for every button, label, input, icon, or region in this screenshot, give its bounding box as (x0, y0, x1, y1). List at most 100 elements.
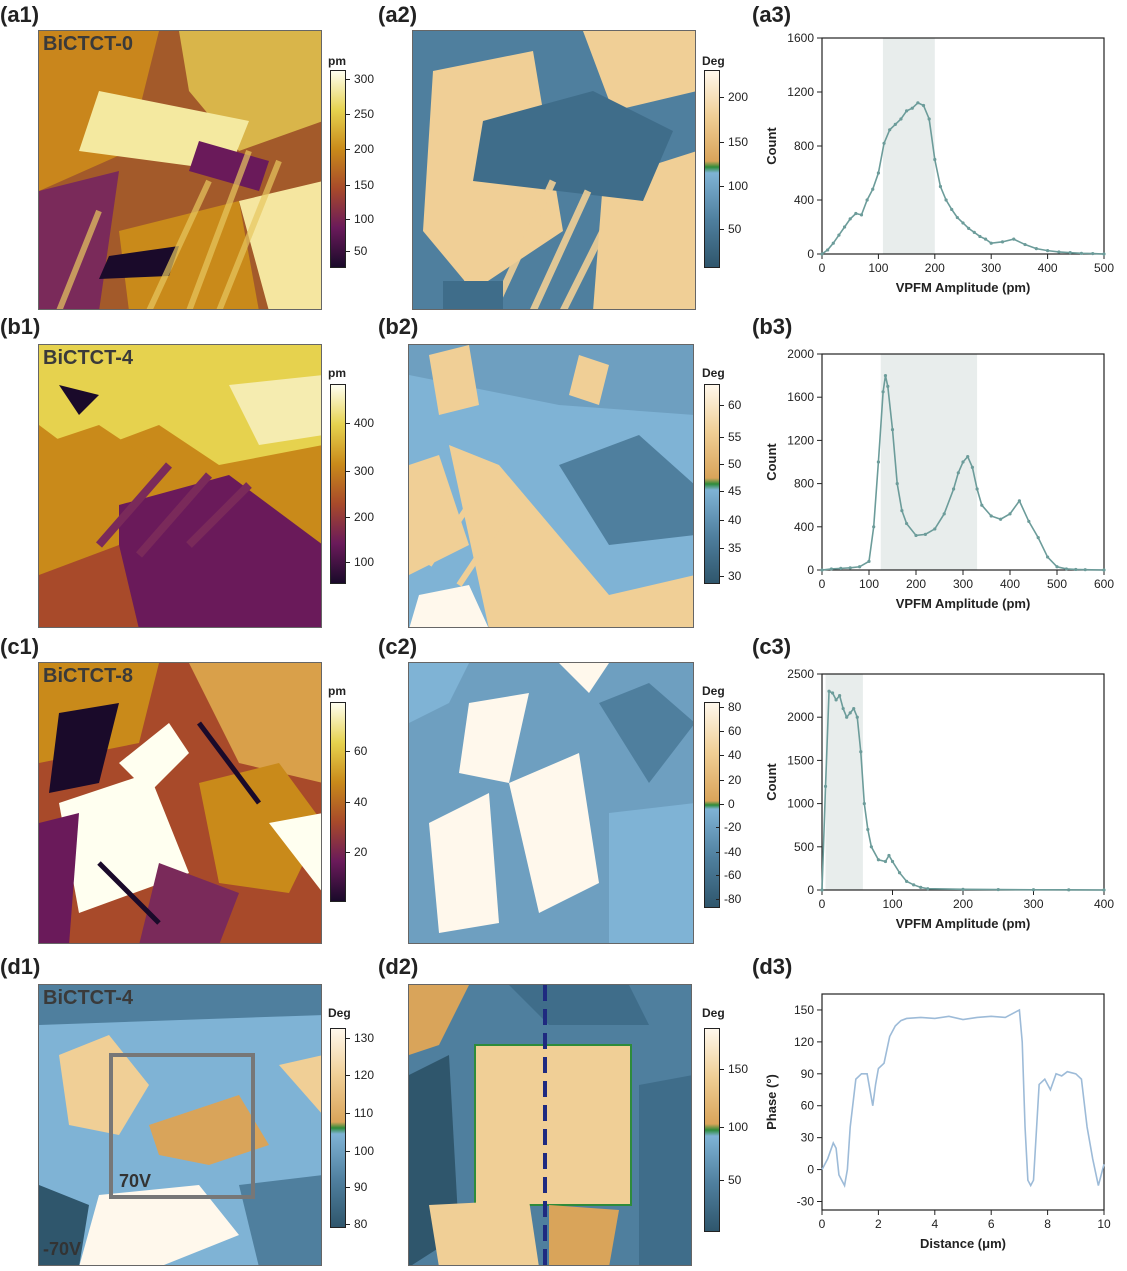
y-tick-label: 150 (794, 1003, 814, 1017)
data-point (839, 566, 843, 570)
sample-label-b: BiCTCT-4 (43, 347, 133, 369)
colorbar-tick-a1: 250 (345, 107, 375, 121)
x-axis-label: Distance (μm) (920, 1236, 1006, 1251)
data-point (900, 509, 904, 513)
y-axis-label: Count (764, 127, 779, 165)
data-point (912, 883, 916, 887)
data-point (1000, 240, 1005, 244)
data-point (823, 784, 828, 788)
data-point (905, 109, 909, 113)
colorbar-tick-d1: 90 (345, 1180, 368, 1194)
panel-label-c1: (c1) (0, 634, 40, 659)
y-tick-label: 2000 (787, 710, 814, 724)
colorbar-tick-a1: 300 (345, 72, 375, 86)
colorbar-tick-b2: 45 (719, 484, 742, 498)
data-point (887, 853, 891, 858)
y-axis-label: Count (764, 443, 779, 481)
y-tick-label: 0 (807, 883, 814, 897)
data-point (950, 207, 954, 212)
x-tick-label: 100 (868, 261, 888, 275)
data-point (1055, 565, 1059, 569)
data-point (933, 527, 937, 531)
highlight-band (825, 674, 863, 890)
data-point (859, 213, 864, 217)
data-point (1091, 251, 1095, 256)
data-point (872, 525, 876, 529)
data-point (876, 460, 880, 464)
chart-c3: 0 100 200 300 400 0 500 1000 1500 2000 2500 VPFM Am… (764, 667, 1114, 931)
colorbar-b2 (704, 384, 720, 584)
voltage-label-negative: -70V (43, 1239, 82, 1259)
data-point (862, 802, 866, 806)
data-point (942, 512, 946, 516)
colorbar-tick-d1: 80 (345, 1217, 368, 1231)
colorbar-unit-c1: pm (328, 684, 346, 698)
voltage-label-positive: 70V (119, 1171, 152, 1191)
y-tick-label: 2500 (787, 667, 814, 681)
y-tick-label: 30 (801, 1131, 815, 1145)
colorbar-a1 (330, 70, 346, 268)
y-tick-label: 1600 (787, 390, 814, 404)
colorbar-d1 (330, 1028, 346, 1228)
x-tick-label: 100 (859, 577, 879, 591)
x-tick-label: 600 (1094, 577, 1114, 591)
colorbar-unit-d1: Deg (328, 1006, 351, 1020)
colorbar-tick-d1: 110 (345, 1106, 374, 1120)
data-point (854, 211, 858, 216)
colorbar-tick-a1: 100 (345, 212, 375, 226)
x-tick-label: 500 (1047, 577, 1067, 591)
data-point (888, 128, 892, 132)
y-tick-label: 1500 (787, 753, 814, 767)
colorbar-unit-b2: Deg (702, 366, 725, 380)
panel-label-d3: (d3) (752, 954, 793, 979)
colorbar-tick-d1: 100 (345, 1144, 375, 1158)
highlight-band (880, 354, 978, 570)
colorbar-tick-d1: 120 (345, 1068, 375, 1082)
y-tick-label: 1600 (787, 31, 814, 45)
colorbar-unit-b1: pm (328, 366, 346, 380)
y-tick-label: 1200 (787, 85, 814, 99)
y-tick-label: -30 (797, 1194, 815, 1208)
data-point (848, 711, 852, 715)
data-point (826, 248, 830, 252)
data-point (899, 117, 903, 121)
x-axis-label: VPFM Amplitude (pm) (896, 916, 1031, 931)
phase-image-c2 (408, 662, 694, 944)
panel-label-c2: (c2) (378, 634, 418, 659)
y-tick-label: 400 (794, 520, 814, 534)
y-tick-label: 0 (807, 247, 814, 261)
data-point (905, 521, 909, 526)
colorbar-tick-c1: 60 (345, 744, 368, 758)
sample-label-a: BiCTCT-0 (43, 33, 133, 55)
data-point (886, 384, 890, 388)
data-point (1083, 568, 1087, 572)
data-point (883, 859, 888, 864)
colorbar-tick-c1: 20 (345, 845, 368, 859)
data-point (1036, 536, 1040, 540)
data-point (866, 827, 870, 832)
data-point (882, 141, 886, 145)
data-point (876, 858, 880, 862)
plot-frame (821, 673, 1105, 891)
data-point (859, 750, 863, 754)
data-point (848, 566, 852, 570)
series-line (821, 101, 1105, 255)
x-axis-label: VPFM Amplitude (pm) (896, 280, 1031, 295)
data-point (865, 198, 869, 202)
phase-image-d2 (408, 984, 692, 1266)
x-tick-label: 300 (1023, 897, 1043, 911)
data-point (845, 715, 849, 719)
data-point (827, 689, 831, 693)
data-point (916, 101, 920, 105)
colorbar-b1 (330, 384, 346, 584)
colorbar-tick-c2: 80 (719, 700, 742, 714)
colorbar-tick-d2: 100 (719, 1120, 749, 1134)
colorbar-a2 (704, 70, 720, 268)
data-point (881, 390, 885, 394)
data-point (890, 859, 895, 864)
y-tick-label: 400 (794, 193, 814, 207)
data-point (1008, 512, 1012, 516)
colorbar-tick-c2: -40 (715, 845, 742, 859)
y-tick-label: 0 (807, 1163, 814, 1177)
data-point (841, 706, 845, 711)
